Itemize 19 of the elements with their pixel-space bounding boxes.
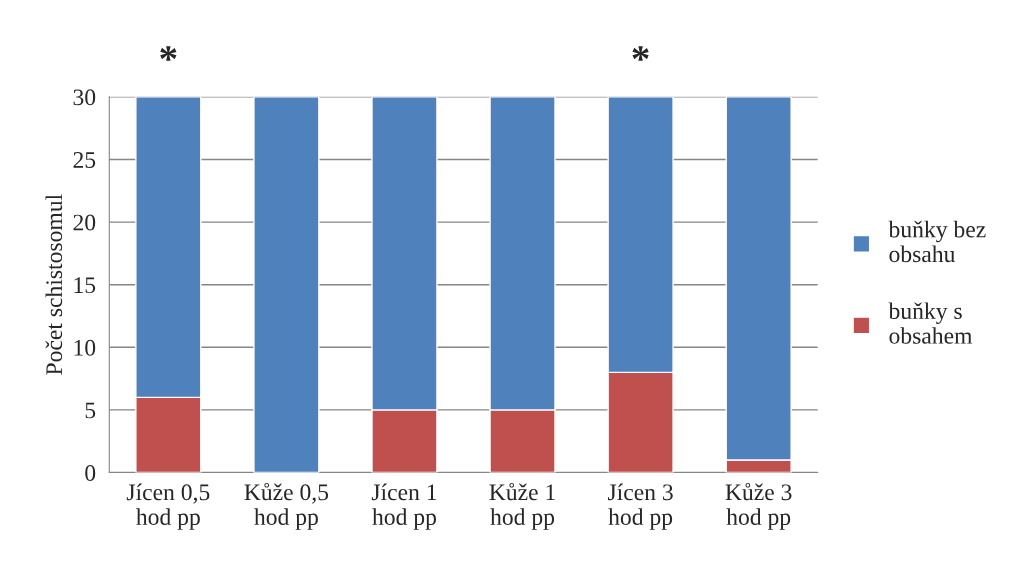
y-tick-label: 15: [74, 277, 96, 294]
y-tick-label: 10: [74, 339, 96, 356]
x-tick-label: Jícen 0,5 hod pp: [126, 483, 210, 530]
y-axis-title: Počet schistosomul: [45, 194, 63, 375]
x-tick-label: Kůže 0,5 hod pp: [244, 482, 329, 530]
annotation: *: [632, 46, 649, 61]
legend-label: buňky bez obsahu: [888, 220, 986, 263]
y-tick-label: 30: [73, 89, 96, 106]
x-tick-label: Kůže 1 hod pp: [489, 482, 555, 530]
legend-label: buňky s obsahem: [888, 302, 973, 344]
x-tick-label: Jícen 1 hod pp: [371, 483, 437, 530]
y-tick-label: 25: [73, 152, 96, 168]
y-tick-label: 0: [85, 465, 96, 481]
x-tick-label: Jícen 3 hod pp: [607, 483, 673, 530]
annotation: *: [160, 46, 177, 61]
bar: [253, 96, 320, 473]
y-tick-label: 5: [85, 402, 96, 419]
x-tick-label: Kůže 3 hod pp: [725, 482, 792, 530]
y-tick-label: 20: [73, 214, 96, 231]
